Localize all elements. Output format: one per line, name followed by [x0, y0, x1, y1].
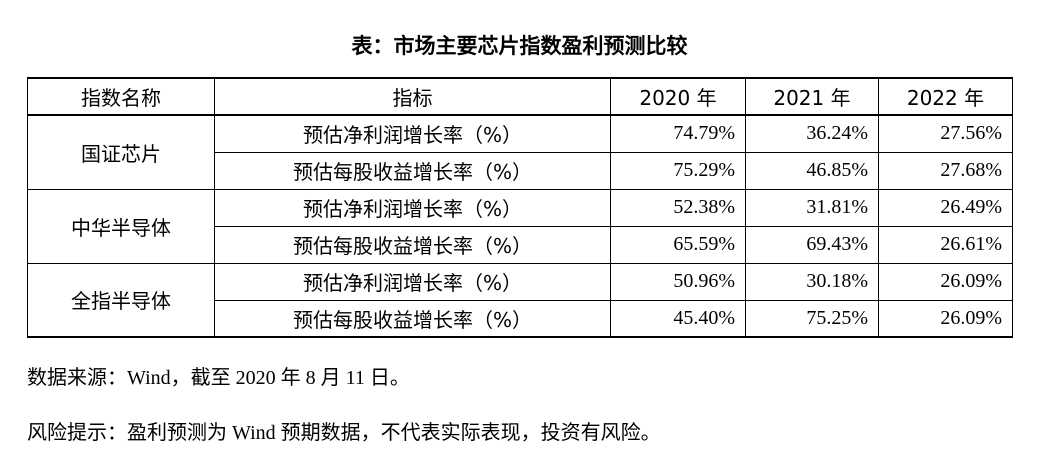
table-header: 指数名称 指标 2020 年 2021 年 2022 年 [27, 77, 1013, 116]
risk-note: 风险提示：盈利预测为 Wind 预期数据，不代表实际表现，投资有风险。 [27, 422, 661, 444]
value-cell: 65.59% [610, 225, 746, 264]
table-row: 中华半导体 预估净利润增长率（%） 52.38% 31.81% 26.49% [27, 188, 1013, 264]
indicator: 预估净利润增长率（%） [214, 262, 611, 301]
header-cell: 指数名称 [27, 77, 215, 116]
value-cell: 69.43% [745, 225, 879, 264]
index-name: 国证芯片 [27, 114, 215, 190]
value-cell: 75.25% [745, 299, 879, 338]
table-row: 预估每股收益增长率（%） 75.29% 46.85% 27.68% [28, 151, 1013, 190]
value-cell: 27.68% [878, 151, 1013, 190]
value-cell: 36.24% [745, 114, 879, 153]
value-cell: 27.56% [878, 114, 1013, 153]
value-cell: 26.61% [878, 225, 1013, 264]
value-cell: 26.49% [878, 188, 1013, 227]
value-cell: 50.96% [610, 262, 746, 301]
header-row: 指数名称 指标 2020 年 2021 年 2022 年 [27, 77, 1013, 116]
indicator: 预估净利润增长率（%） [214, 114, 611, 153]
value-cell: 46.85% [745, 151, 879, 190]
header-cell: 2021 年 [745, 77, 879, 116]
table-row: 全指半导体 预估净利润增长率（%） 50.96% 30.18% 26.09% [27, 262, 1013, 338]
table-row: 预估每股收益增长率（%） 65.59% 69.43% 26.61% [28, 225, 1013, 264]
table-row: 预估每股收益增长率（%） 45.40% 75.25% 26.09% [27, 299, 1013, 338]
value-cell: 31.81% [745, 188, 879, 227]
table-row: 国证芯片 预估净利润增长率（%） 74.79% 36.24% 27.56% [27, 114, 1013, 190]
indicator: 预估每股收益增长率（%） [214, 225, 611, 264]
header-cell: 2022 年 [878, 77, 1013, 116]
table-body: 国证芯片 预估净利润增长率（%） 74.79% 36.24% 27.56% 预估每股收益增… [27, 114, 1013, 338]
header-cell: 2020 年 [610, 77, 746, 116]
value-cell: 52.38% [610, 188, 746, 227]
value-cell: 75.29% [610, 151, 746, 190]
value-cell: 26.09% [878, 262, 1013, 301]
value-cell: 26.09% [878, 299, 1013, 338]
table-title: 表：市场主要芯片指数盈利预测比较 [351, 34, 688, 58]
value-cell: 45.40% [610, 299, 746, 338]
indicator: 预估每股收益增长率（%） [214, 151, 611, 190]
index-name: 中华半导体 [27, 188, 215, 264]
indicator: 预估每股收益增长率（%） [214, 299, 611, 338]
value-cell: 30.18% [745, 262, 879, 301]
forecast-table: 指数名称 指标 2020 年 2021 年 2022 年 国证芯片 预估净利润增长率（%）… [27, 77, 1013, 338]
source-note: 数据来源：Wind，截至 2020 年 8 月 11 日。 [27, 367, 410, 389]
indicator: 预估净利润增长率（%） [214, 188, 611, 227]
header-cell: 指标 [214, 77, 611, 116]
index-name: 全指半导体 [27, 262, 215, 338]
value-cell: 74.79% [610, 114, 746, 153]
